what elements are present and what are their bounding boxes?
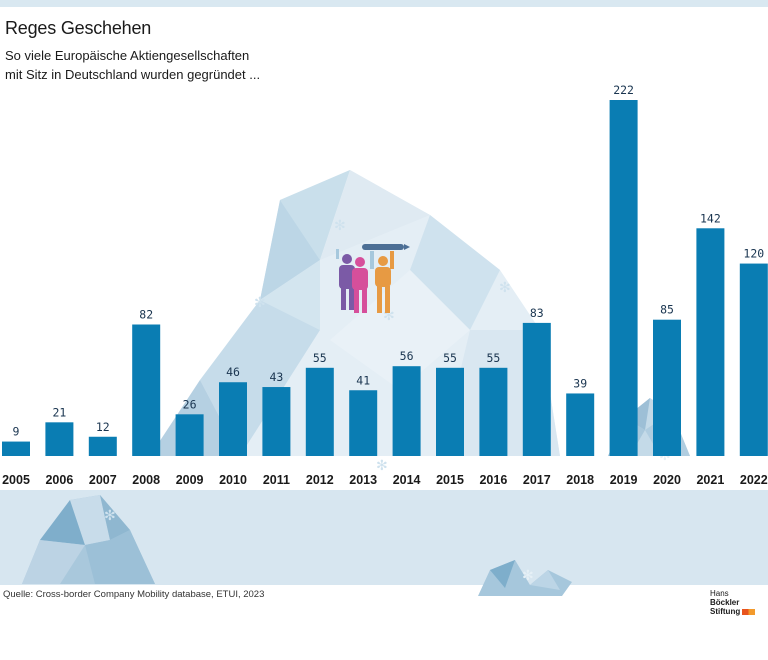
- bar-2019: [609, 100, 638, 456]
- bar-2009: [175, 414, 204, 456]
- category-label-2014: 2014: [393, 473, 421, 487]
- logo-text-stiftung: Stiftung: [710, 607, 741, 616]
- category-label-2015: 2015: [436, 473, 464, 487]
- value-label-2017: 83: [530, 306, 544, 320]
- bar-2020: [653, 319, 681, 456]
- snowflake-icon: ✻: [499, 280, 511, 296]
- category-label-2020: 2020: [653, 473, 681, 487]
- value-label-2008: 82: [139, 308, 153, 322]
- bar-2016: [479, 367, 508, 456]
- value-label-2013: 41: [356, 373, 370, 387]
- bar-2017: [522, 322, 551, 456]
- category-label-2009: 2009: [176, 473, 204, 487]
- chart-subtitle: So viele Europäische Aktiengesellschafte…: [5, 46, 405, 84]
- subtitle-line-1: So viele Europäische Aktiengesellschafte…: [5, 48, 250, 63]
- bar-2007: [88, 436, 117, 456]
- logo-text-hans: Hans: [710, 589, 729, 598]
- category-label-2010: 2010: [219, 473, 247, 487]
- bar-2013: [349, 390, 378, 456]
- category-label-2018: 2018: [566, 473, 594, 487]
- value-labels-group: 9 21 12 82 26 46 43 55 41 56 55 55 83 39 222 85 142 120: [13, 83, 765, 439]
- value-label-2011: 43: [269, 370, 283, 384]
- bar-2011: [262, 387, 291, 456]
- snowflake-icon: ✻: [383, 308, 395, 324]
- logo-mark: [742, 609, 756, 615]
- people-group-icon: [336, 244, 410, 313]
- value-label-2018: 39: [573, 376, 587, 390]
- value-label-2020: 85: [660, 303, 674, 317]
- snowflake-icon: ✻: [254, 295, 266, 311]
- hans-boeckler-logo: Hans Böckler Stiftung: [710, 589, 760, 616]
- iceberg-bottom-middle: [478, 560, 572, 596]
- bar-2021: [696, 228, 725, 456]
- source-note: Quelle: Cross-border Company Mobility da…: [3, 589, 265, 600]
- value-label-2022: 120: [743, 247, 764, 261]
- category-label-2013: 2013: [349, 473, 377, 487]
- snowflake-icon: ✻: [376, 458, 388, 474]
- category-label-2006: 2006: [45, 473, 73, 487]
- value-label-2006: 21: [52, 405, 66, 419]
- value-label-2021: 142: [700, 211, 721, 225]
- value-label-2015: 55: [443, 351, 457, 365]
- logo-text-boeckler: Böckler: [710, 598, 740, 607]
- category-label-2007: 2007: [89, 473, 117, 487]
- value-label-2007: 12: [96, 420, 110, 434]
- bar-2005: [2, 441, 30, 456]
- bar-2014: [392, 366, 421, 456]
- category-labels-group: 2005 2006 2007 2008 2009 2010 2011 2012 2013 2014…: [2, 473, 768, 487]
- value-label-2016: 55: [486, 351, 500, 365]
- category-label-2017: 2017: [523, 473, 551, 487]
- category-label-2012: 2012: [306, 473, 334, 487]
- iceberg-bottom-left: [22, 495, 155, 584]
- top-accent-bar: [0, 0, 768, 7]
- category-label-2021: 2021: [696, 473, 724, 487]
- value-label-2014: 56: [400, 349, 414, 363]
- category-label-2008: 2008: [132, 473, 160, 487]
- bar-2006: [45, 422, 74, 456]
- category-label-2022: 2022: [740, 473, 768, 487]
- subtitle-line-2: mit Sitz in Deutschland wurden gegründet…: [5, 67, 261, 82]
- bar-2010: [219, 382, 247, 456]
- bar-2022: [739, 263, 768, 456]
- axis-label-strip: [0, 456, 768, 490]
- chart-title: Reges Geschehen: [5, 18, 152, 38]
- bars-group: [2, 100, 768, 456]
- snowflake-icon: ✻: [334, 218, 346, 234]
- category-label-2019: 2019: [610, 473, 638, 487]
- value-label-2019: 222: [613, 83, 634, 97]
- bar-2018: [566, 393, 595, 456]
- value-label-2005: 9: [13, 425, 20, 439]
- bar-2012: [305, 367, 334, 456]
- value-label-2010: 46: [226, 365, 240, 379]
- category-label-2016: 2016: [479, 473, 507, 487]
- value-label-2012: 55: [313, 351, 327, 365]
- bar-2008: [132, 324, 161, 456]
- snowflake-icon: ✻: [522, 568, 534, 584]
- bar-2015: [436, 367, 464, 456]
- snowflake-icon: ✻: [104, 508, 116, 524]
- category-label-2005: 2005: [2, 473, 30, 487]
- category-label-2011: 2011: [263, 473, 290, 487]
- value-label-2009: 26: [183, 397, 197, 411]
